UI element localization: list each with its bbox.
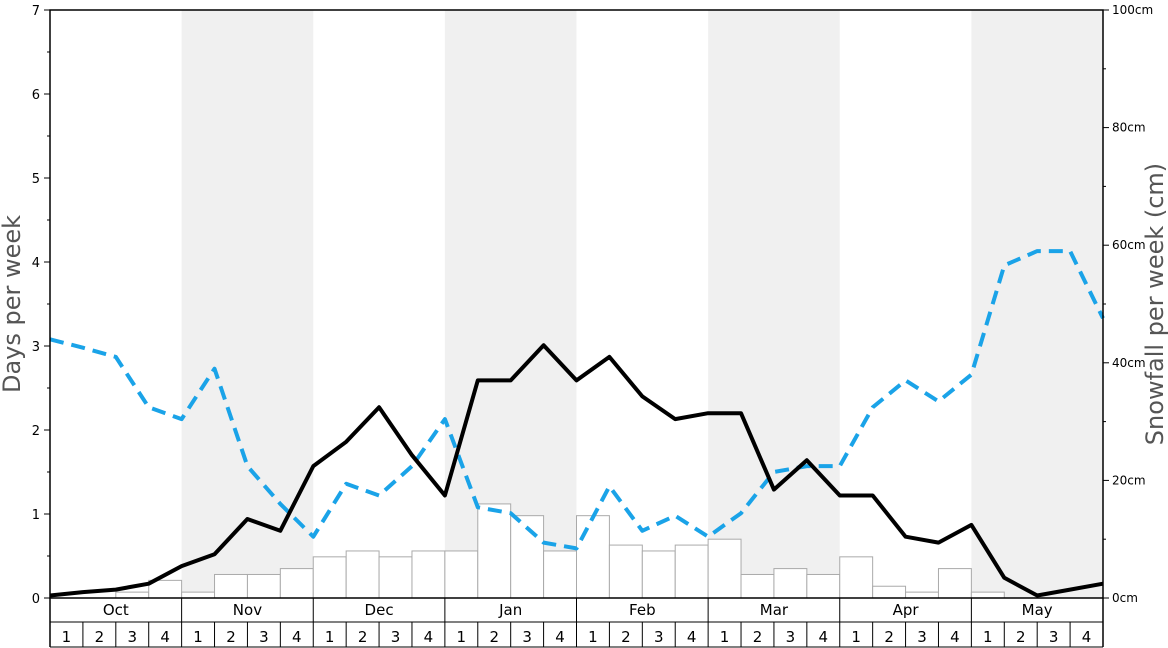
week-label: 2 bbox=[621, 628, 631, 646]
snowfall-bar bbox=[181, 591, 216, 599]
week-label: 3 bbox=[1049, 628, 1059, 646]
week-label: 2 bbox=[1016, 628, 1026, 646]
month-shade-mar bbox=[708, 10, 840, 598]
month-shade-may bbox=[971, 10, 1103, 598]
month-label-may: May bbox=[1022, 601, 1053, 619]
dashed-series-line bbox=[49, 249, 1105, 551]
week-label: 2 bbox=[753, 628, 763, 646]
snowfall-bar bbox=[905, 591, 939, 599]
snowfall-bar bbox=[543, 550, 577, 599]
left-tick-label: 1 bbox=[32, 508, 40, 523]
snowfall-bar bbox=[839, 556, 874, 599]
week-label: 4 bbox=[160, 628, 170, 646]
week-label: 4 bbox=[687, 628, 697, 646]
right-axis: 0cm 20cm 40cm 60cm 80cm 100cm bbox=[1103, 3, 1153, 605]
week-label: 3 bbox=[391, 628, 401, 646]
month-label-oct: Oct bbox=[103, 601, 129, 619]
snowfall-bar bbox=[411, 550, 446, 599]
left-tick-label: 5 bbox=[32, 172, 40, 187]
week-label: 3 bbox=[786, 628, 796, 646]
week-label: 4 bbox=[292, 628, 302, 646]
snowfall-bar bbox=[740, 573, 775, 599]
left-tick-label: 3 bbox=[32, 340, 40, 355]
left-tick-label: 7 bbox=[32, 4, 40, 19]
snowfall-bar bbox=[937, 568, 972, 599]
right-tick-label: 0cm bbox=[1112, 591, 1138, 605]
week-label: 2 bbox=[358, 628, 368, 646]
left-axis: 0 1 2 3 4 5 6 7 bbox=[32, 4, 50, 607]
week-label: 4 bbox=[424, 628, 434, 646]
week-label: 4 bbox=[819, 628, 829, 646]
left-tick-label: 2 bbox=[32, 424, 40, 439]
snowfall-bar bbox=[773, 568, 808, 599]
week-label: 3 bbox=[654, 628, 664, 646]
right-tick-label: 40cm bbox=[1112, 356, 1146, 370]
snowfall-bar bbox=[674, 544, 709, 599]
snowfall-bar bbox=[214, 573, 248, 599]
week-label: 1 bbox=[983, 628, 993, 646]
week-label: 2 bbox=[884, 628, 894, 646]
week-label: 4 bbox=[555, 628, 565, 646]
week-label: 3 bbox=[522, 628, 532, 646]
snowfall-bar bbox=[707, 538, 742, 599]
week-label: 1 bbox=[588, 628, 598, 646]
snowfall-bar bbox=[608, 544, 643, 599]
left-tick-label: 0 bbox=[32, 592, 40, 607]
month-label-jan: Jan bbox=[498, 601, 522, 619]
week-label: 1 bbox=[851, 628, 861, 646]
right-axis-title: Snowfall per week (cm) bbox=[1141, 163, 1168, 445]
snowfall-bar bbox=[576, 515, 610, 599]
week-label: 2 bbox=[489, 628, 499, 646]
week-label: 1 bbox=[720, 628, 730, 646]
snowfall-bar bbox=[115, 591, 150, 599]
week-label: 3 bbox=[127, 628, 137, 646]
right-tick-label: 60cm bbox=[1112, 238, 1146, 252]
week-label: 2 bbox=[95, 628, 105, 646]
week-label: 1 bbox=[62, 628, 72, 646]
snowfall-bar bbox=[279, 568, 314, 599]
week-label: 1 bbox=[325, 628, 335, 646]
left-tick-label: 6 bbox=[32, 88, 40, 103]
month-label-feb: Feb bbox=[629, 601, 656, 619]
snowfall-bar bbox=[312, 556, 347, 599]
snowfall-bar bbox=[345, 550, 380, 599]
x-axis: Oct Nov Dec Jan Feb Mar Apr May 1 2 3 4 1 2 3 4 1 2 3 4 1 2 3 4… bbox=[49, 598, 1104, 648]
snowfall-bar bbox=[806, 573, 841, 599]
week-label: 2 bbox=[226, 628, 236, 646]
week-label: 3 bbox=[259, 628, 269, 646]
snowfall-bar bbox=[246, 573, 281, 599]
left-tick-label: 4 bbox=[32, 256, 40, 271]
month-shading bbox=[181, 10, 1103, 598]
month-label-nov: Nov bbox=[233, 601, 262, 619]
series-lines bbox=[49, 249, 1105, 598]
week-label: 4 bbox=[1082, 628, 1092, 646]
right-tick-label: 80cm bbox=[1112, 121, 1146, 135]
month-label-apr: Apr bbox=[893, 601, 920, 619]
snowfall-bar bbox=[378, 556, 413, 599]
snowfall-bar bbox=[641, 550, 676, 599]
month-label-dec: Dec bbox=[365, 601, 394, 619]
right-tick-label: 20cm bbox=[1112, 473, 1146, 487]
snowfall-bar bbox=[444, 550, 479, 599]
snowfall-bar bbox=[970, 591, 1005, 599]
month-shade-jan bbox=[444, 10, 577, 598]
week-label: 1 bbox=[193, 628, 203, 646]
right-tick-label: 100cm bbox=[1112, 3, 1153, 17]
month-label-mar: Mar bbox=[760, 601, 789, 619]
week-label: 3 bbox=[917, 628, 927, 646]
snowfall-bar bbox=[477, 503, 512, 599]
month-shade-nov bbox=[181, 10, 314, 598]
week-label: 1 bbox=[457, 628, 467, 646]
solid-series-line bbox=[49, 343, 1104, 598]
snowfall-bar bbox=[872, 585, 907, 599]
left-axis-title: Days per week bbox=[0, 215, 26, 393]
week-label: 4 bbox=[950, 628, 960, 646]
